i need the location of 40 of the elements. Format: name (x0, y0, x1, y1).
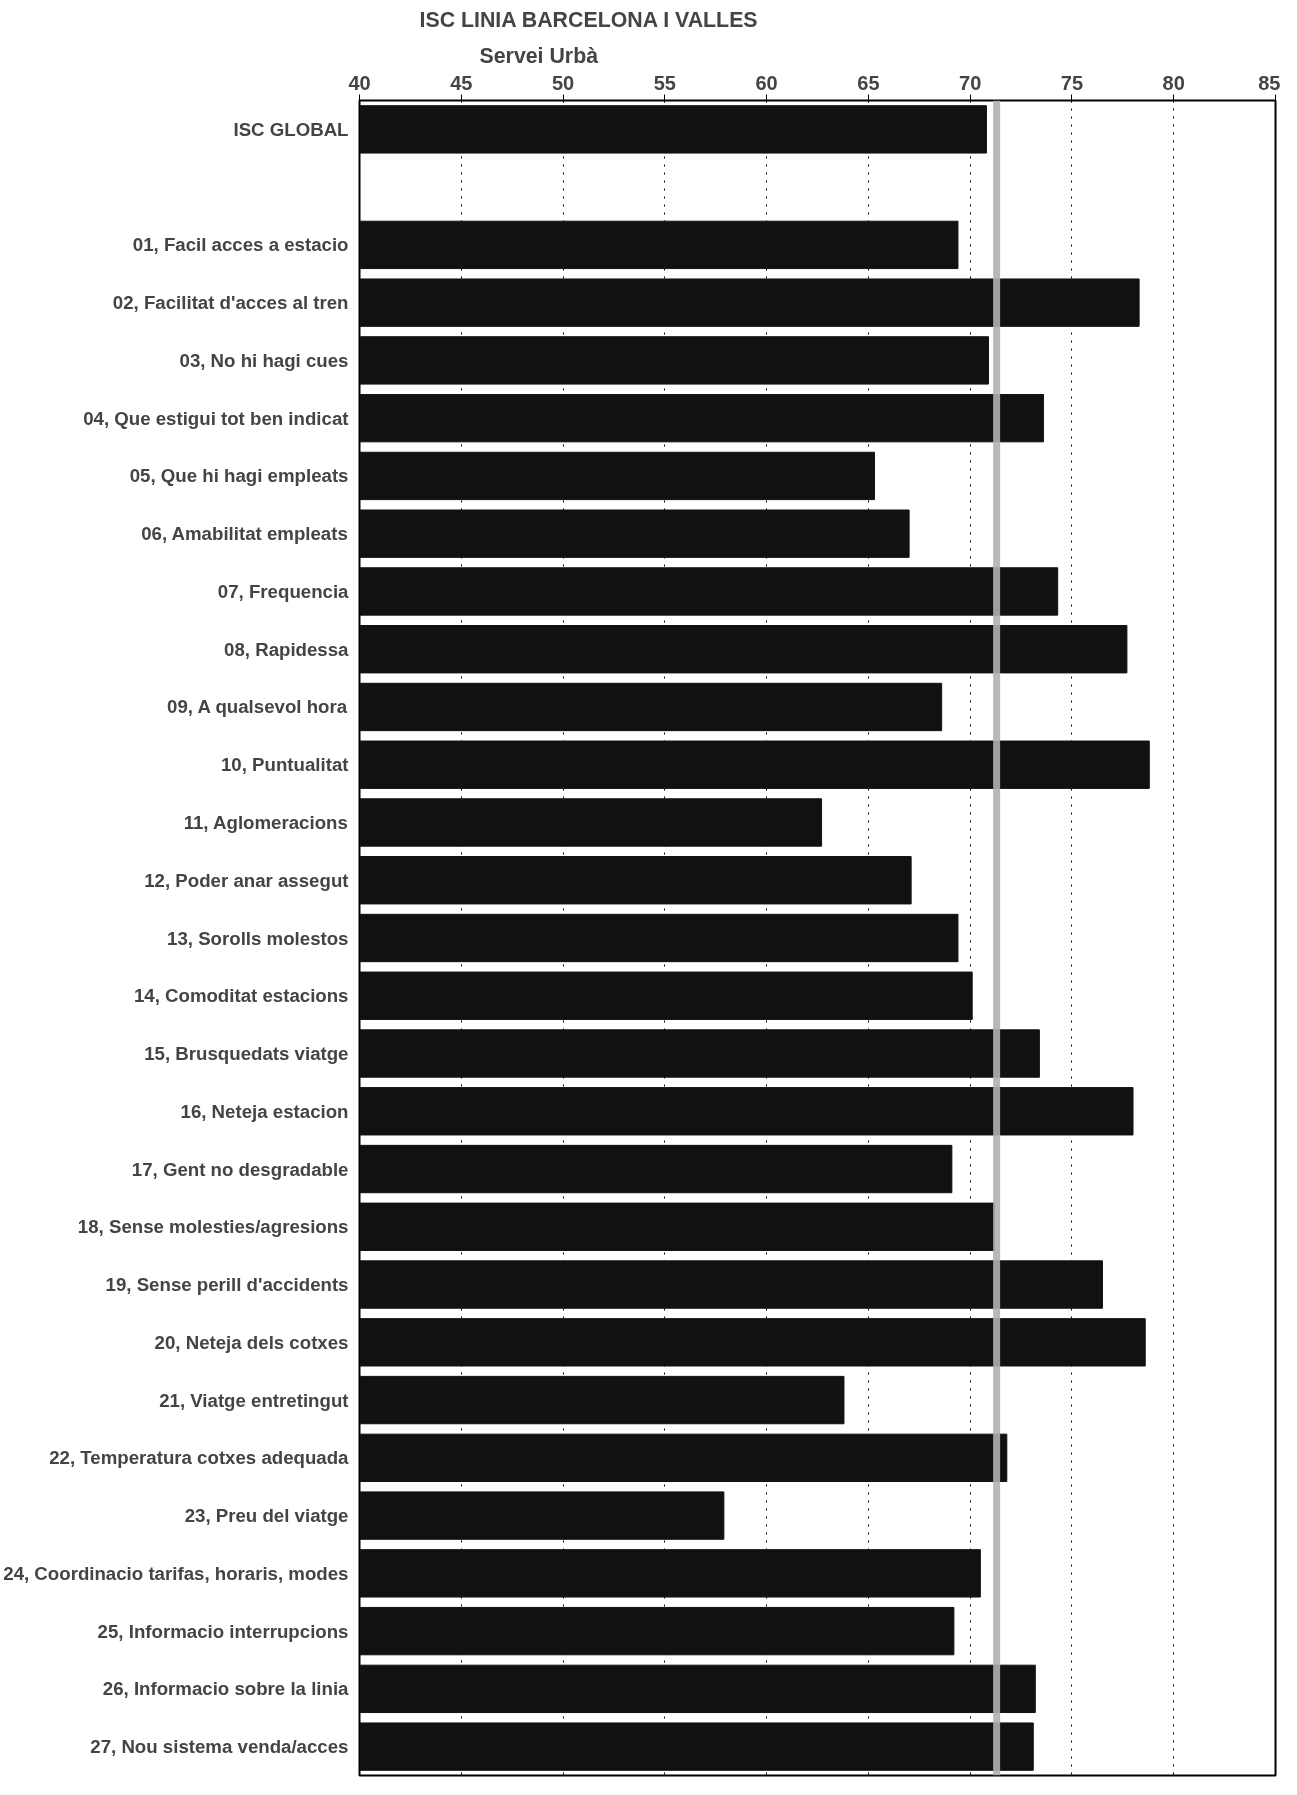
y-tick-label: 10, Puntualitat (220, 754, 349, 776)
y-tick-label: 08, Rapidessa (224, 638, 350, 660)
x-tick-label: 50 (551, 71, 575, 94)
y-tick-label: 05, Que hi hagi empleats (129, 465, 349, 487)
y-tick-label: 18, Sense molesties/agresions (77, 1216, 349, 1238)
x-tick-label: 40 (348, 71, 371, 94)
y-tick-label: 23, Preu del viatge (184, 1505, 349, 1527)
y-tick-label: 13, Sorolls molestos (167, 927, 349, 949)
y-tick-label: 06, Amabilitat empleats (141, 523, 348, 545)
y-tick-label: 20, Neteja dels cotxes (154, 1331, 349, 1353)
y-tick-label: 11, Aglomeracions (183, 811, 348, 833)
x-tick-label: 45 (450, 71, 473, 94)
y-tick-label: 17, Gent no desgradable (131, 1158, 349, 1180)
y-tick-label: 15, Brusquedats viatge (144, 1043, 349, 1065)
y-tick-label: 26, Informacio sobre la linia (102, 1678, 350, 1700)
x-tick-label: 70 (959, 71, 982, 94)
x-tick-label: 55 (653, 71, 676, 94)
x-tick-label: 75 (1060, 71, 1084, 94)
y-tick-label: 16, Neteja estacion (180, 1100, 349, 1122)
chart-subtitle: Servei Urbà (479, 43, 599, 68)
y-tick-label: 27, Nou sistema venda/acces (90, 1736, 349, 1758)
y-tick-label: 02, Facilitat d'acces al tren (112, 292, 349, 314)
y-tick-label: 04, Que estigui tot ben indicat (83, 407, 349, 429)
x-tick-label: 85 (1258, 71, 1281, 94)
y-tick-label: 09, A qualsevol hora (167, 696, 348, 718)
y-tick-label: 03, No hi hagi cues (179, 349, 349, 371)
y-tick-label: 12, Poder anar assegut (144, 869, 349, 891)
chart-title: ISC LINIA BARCELONA I VALLES (419, 7, 758, 32)
y-tick-label: 14, Comoditat estacions (133, 985, 349, 1007)
y-tick-label: 24, Coordinacio tarifas, horaris, modes (3, 1562, 349, 1584)
y-tick-label: ISC GLOBAL (233, 118, 349, 140)
x-tick-label: 65 (857, 71, 880, 94)
x-tick-label: 60 (755, 71, 778, 94)
y-tick-label: 21, Viatge entretingut (159, 1389, 349, 1411)
x-tick-label: 80 (1162, 71, 1185, 94)
y-tick-label: 19, Sense perill d'accidents (105, 1274, 349, 1296)
y-tick-label: 22, Temperatura cotxes adequada (49, 1447, 350, 1469)
y-tick-label: 25, Informacio interrupcions (97, 1620, 349, 1642)
y-tick-label: 01, Facil acces a estacio (132, 234, 349, 256)
y-tick-label: 07, Frequencia (217, 580, 350, 602)
